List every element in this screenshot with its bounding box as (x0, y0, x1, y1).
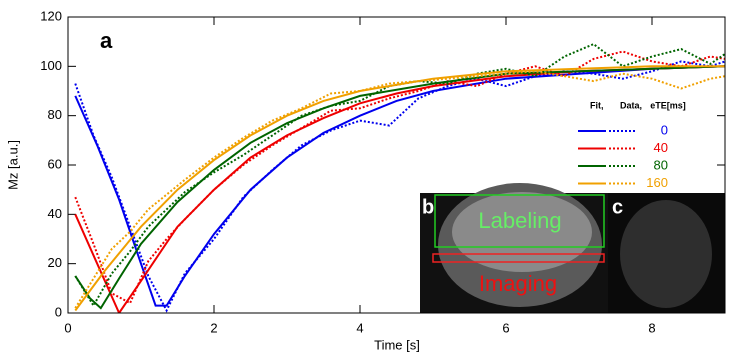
y-tick-label: 60 (48, 156, 62, 171)
panel-label: b (422, 196, 434, 218)
panel-label: c (612, 196, 623, 218)
y-tick-label: 40 (48, 206, 62, 221)
figure: a Time [s] Mz [a.u.] 0246802040608010012… (0, 0, 731, 356)
x-tick-label: 0 (64, 320, 71, 335)
x-axis-label: Time [s] (374, 337, 420, 352)
y-tick-label: 80 (48, 107, 62, 122)
y-axis-label: Mz [a.u.] (5, 140, 20, 190)
x-tick-label: 4 (356, 320, 363, 335)
inset-label: Labeling (478, 208, 561, 233)
y-tick-label: 100 (40, 58, 62, 73)
inset-label: Imaging (479, 271, 557, 296)
y-tick-label: 20 (48, 255, 62, 270)
legend-label: 160 (646, 175, 668, 190)
y-tick-label: 120 (40, 8, 62, 23)
slice-image (620, 200, 712, 308)
panel-label: a (100, 28, 113, 53)
y-tick-label: 0 (55, 304, 62, 319)
x-tick-label: 2 (210, 320, 217, 335)
legend-header: Fit, (590, 100, 604, 110)
legend-header: Data, (620, 100, 642, 110)
legend-label: 80 (654, 157, 668, 172)
insets: Labeling Imaging b c (420, 183, 725, 313)
legend-header: eTE[ms] (650, 100, 686, 110)
x-tick-label: 8 (648, 320, 655, 335)
legend-label: 0 (661, 122, 668, 137)
legend-label: 40 (654, 140, 668, 155)
x-tick-label: 6 (502, 320, 509, 335)
